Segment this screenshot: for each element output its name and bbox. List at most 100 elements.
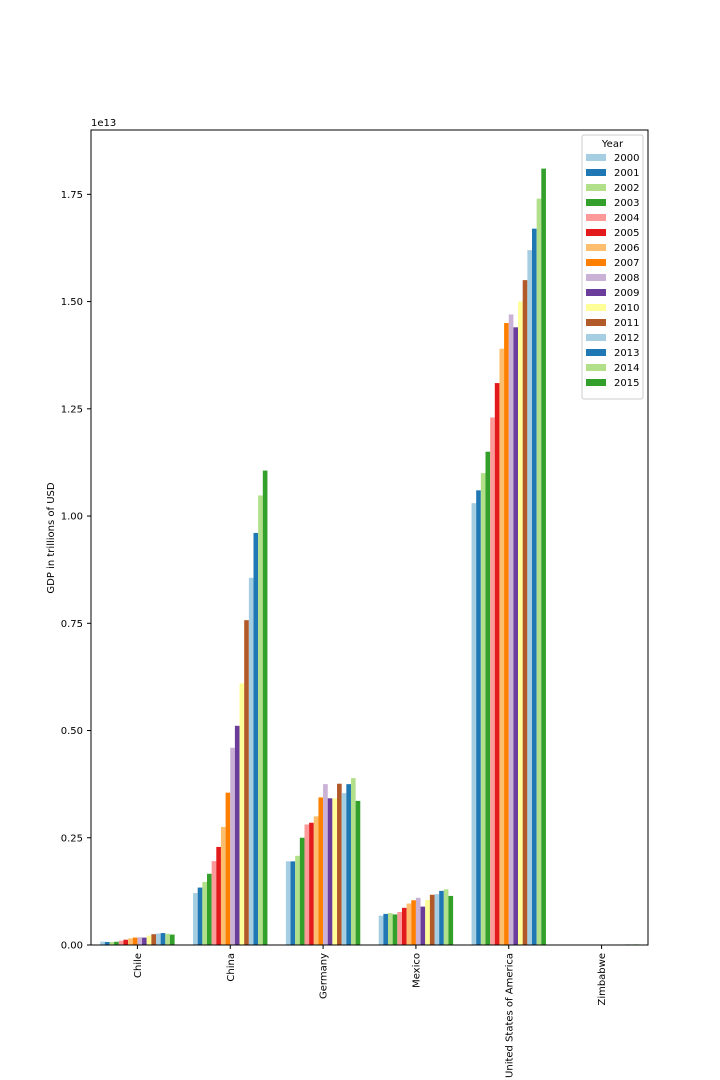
bar-china-2005 — [216, 846, 221, 945]
x-tick-label: Chile — [133, 953, 144, 978]
bar-united-states-of-america-2006 — [499, 348, 505, 945]
bar-china-2003 — [207, 873, 212, 945]
bar-germany-2004 — [304, 824, 310, 945]
bar-mexico-2005 — [401, 907, 407, 945]
bar-united-states-of-america-2010 — [518, 301, 523, 946]
y-tick-label: 1.25 — [61, 404, 83, 415]
bar-united-states-of-america-2005 — [494, 383, 500, 946]
bar-united-states-of-america-2002 — [480, 473, 486, 945]
bar-mexico-2008 — [415, 897, 421, 945]
bar-germany-2010 — [332, 798, 338, 945]
bar-mexico-2015 — [448, 895, 454, 945]
legend: Year 2000 2001 2002 2003 2004 2005 2006 2007 2008… — [581, 134, 644, 400]
legend-swatch-2010 — [586, 304, 606, 311]
bar-mexico-2000 — [378, 915, 384, 945]
bar-china-2000 — [193, 893, 198, 945]
legend-label-2004: 2004 — [614, 213, 639, 224]
legend-swatch-2000 — [586, 154, 606, 161]
bar-chile-2014 — [165, 933, 170, 945]
legend-swatch-2014 — [586, 364, 606, 371]
bar-united-states-of-america-2007 — [504, 323, 509, 945]
y-axis-label: GDP in trillions of USD — [46, 482, 57, 593]
bar-germany-2003 — [299, 837, 305, 945]
legend-label-2011: 2011 — [614, 318, 639, 329]
bar-mexico-2011 — [429, 894, 435, 945]
legend-swatch-2001 — [586, 169, 606, 176]
bar-mexico-2010 — [425, 899, 430, 945]
bar-chile-2003 — [114, 941, 119, 945]
bar-united-states-of-america-2014 — [536, 198, 542, 945]
bar-china-2004 — [211, 861, 217, 945]
bar-chile-2013 — [160, 933, 166, 945]
bar-germany-2006 — [313, 816, 319, 945]
bar-china-2011 — [244, 620, 249, 945]
legend-label-2007: 2007 — [614, 258, 639, 269]
legend-swatch-2005 — [586, 229, 606, 236]
bar-china-2010 — [239, 683, 245, 945]
bar-germany-2007 — [318, 797, 324, 945]
bar-china-2001 — [197, 887, 203, 945]
bar-united-states-of-america-2004 — [490, 417, 495, 945]
x-tick-label: China — [226, 953, 237, 982]
y-axis: 0.00 0.25 0.50 0.75 1.00 1.25 1.50 1.75 — [61, 190, 91, 952]
bar-germany-2011 — [337, 783, 342, 945]
bar-united-states-of-america-2012 — [527, 250, 532, 946]
bar-chile-2011 — [151, 934, 157, 945]
legend-swatch-2015 — [586, 379, 606, 386]
bar-china-2008 — [230, 747, 235, 945]
bar-china-2015 — [262, 470, 268, 945]
legend-swatch-2009 — [586, 289, 606, 296]
bar-mexico-2003 — [392, 914, 398, 945]
bar-germany-2002 — [295, 855, 300, 945]
legend-swatch-2012 — [586, 334, 606, 341]
bar-china-2006 — [220, 826, 226, 945]
legend-swatch-2011 — [586, 319, 606, 326]
legend-title: Year — [601, 139, 624, 150]
bar-mexico-2004 — [397, 911, 402, 945]
legend-swatch-2008 — [586, 274, 606, 281]
bar-germany-2014 — [350, 778, 356, 945]
x-tick-label: United States of America — [504, 953, 515, 1078]
bar-germany-2001 — [290, 861, 296, 945]
x-tick-label: Zimbabwe — [597, 953, 608, 1006]
bar-united-states-of-america-2015 — [541, 168, 546, 946]
bar-germany-2013 — [346, 784, 351, 945]
y-tick-label: 0.00 — [61, 941, 83, 952]
legend-label-2014: 2014 — [614, 363, 639, 374]
bar-mexico-2001 — [383, 913, 389, 945]
bars-layer — [100, 168, 639, 946]
bar-china-2014 — [258, 495, 263, 945]
bar-china-2007 — [225, 792, 231, 945]
bar-chile-2009 — [142, 937, 147, 945]
bar-chile-2001 — [104, 941, 110, 945]
y-tick-label: 0.50 — [61, 726, 83, 737]
legend-swatch-2006 — [586, 244, 606, 251]
bar-mexico-2009 — [420, 906, 426, 945]
x-tick-label: Germany — [319, 953, 330, 999]
y-tick-label: 1.75 — [61, 190, 83, 201]
bar-united-states-of-america-2000 — [471, 503, 477, 945]
bar-germany-2009 — [327, 798, 333, 945]
y-tick-label: 0.25 — [61, 833, 83, 844]
legend-swatch-2004 — [586, 214, 606, 221]
bar-chile-2008 — [137, 937, 143, 945]
y-tick-label: 0.75 — [61, 619, 83, 630]
legend-swatch-2013 — [586, 349, 606, 356]
bar-china-2009 — [234, 725, 240, 945]
bar-mexico-2007 — [411, 900, 416, 945]
bar-china-2002 — [202, 881, 207, 945]
bar-mexico-2006 — [406, 903, 412, 945]
bar-chile-2007 — [132, 937, 138, 945]
legend-label-2012: 2012 — [614, 333, 639, 344]
bar-mexico-2014 — [443, 889, 449, 945]
y-offset-text: 1e13 — [91, 118, 116, 129]
legend-label-2008: 2008 — [614, 273, 639, 284]
bar-china-2013 — [253, 532, 259, 945]
bar-united-states-of-america-2003 — [485, 451, 491, 945]
bar-mexico-2012 — [434, 894, 440, 945]
bar-united-states-of-america-2011 — [522, 280, 528, 945]
legend-swatch-2003 — [586, 199, 606, 206]
bar-chile-2005 — [123, 939, 129, 945]
bar-united-states-of-america-2001 — [476, 490, 481, 945]
